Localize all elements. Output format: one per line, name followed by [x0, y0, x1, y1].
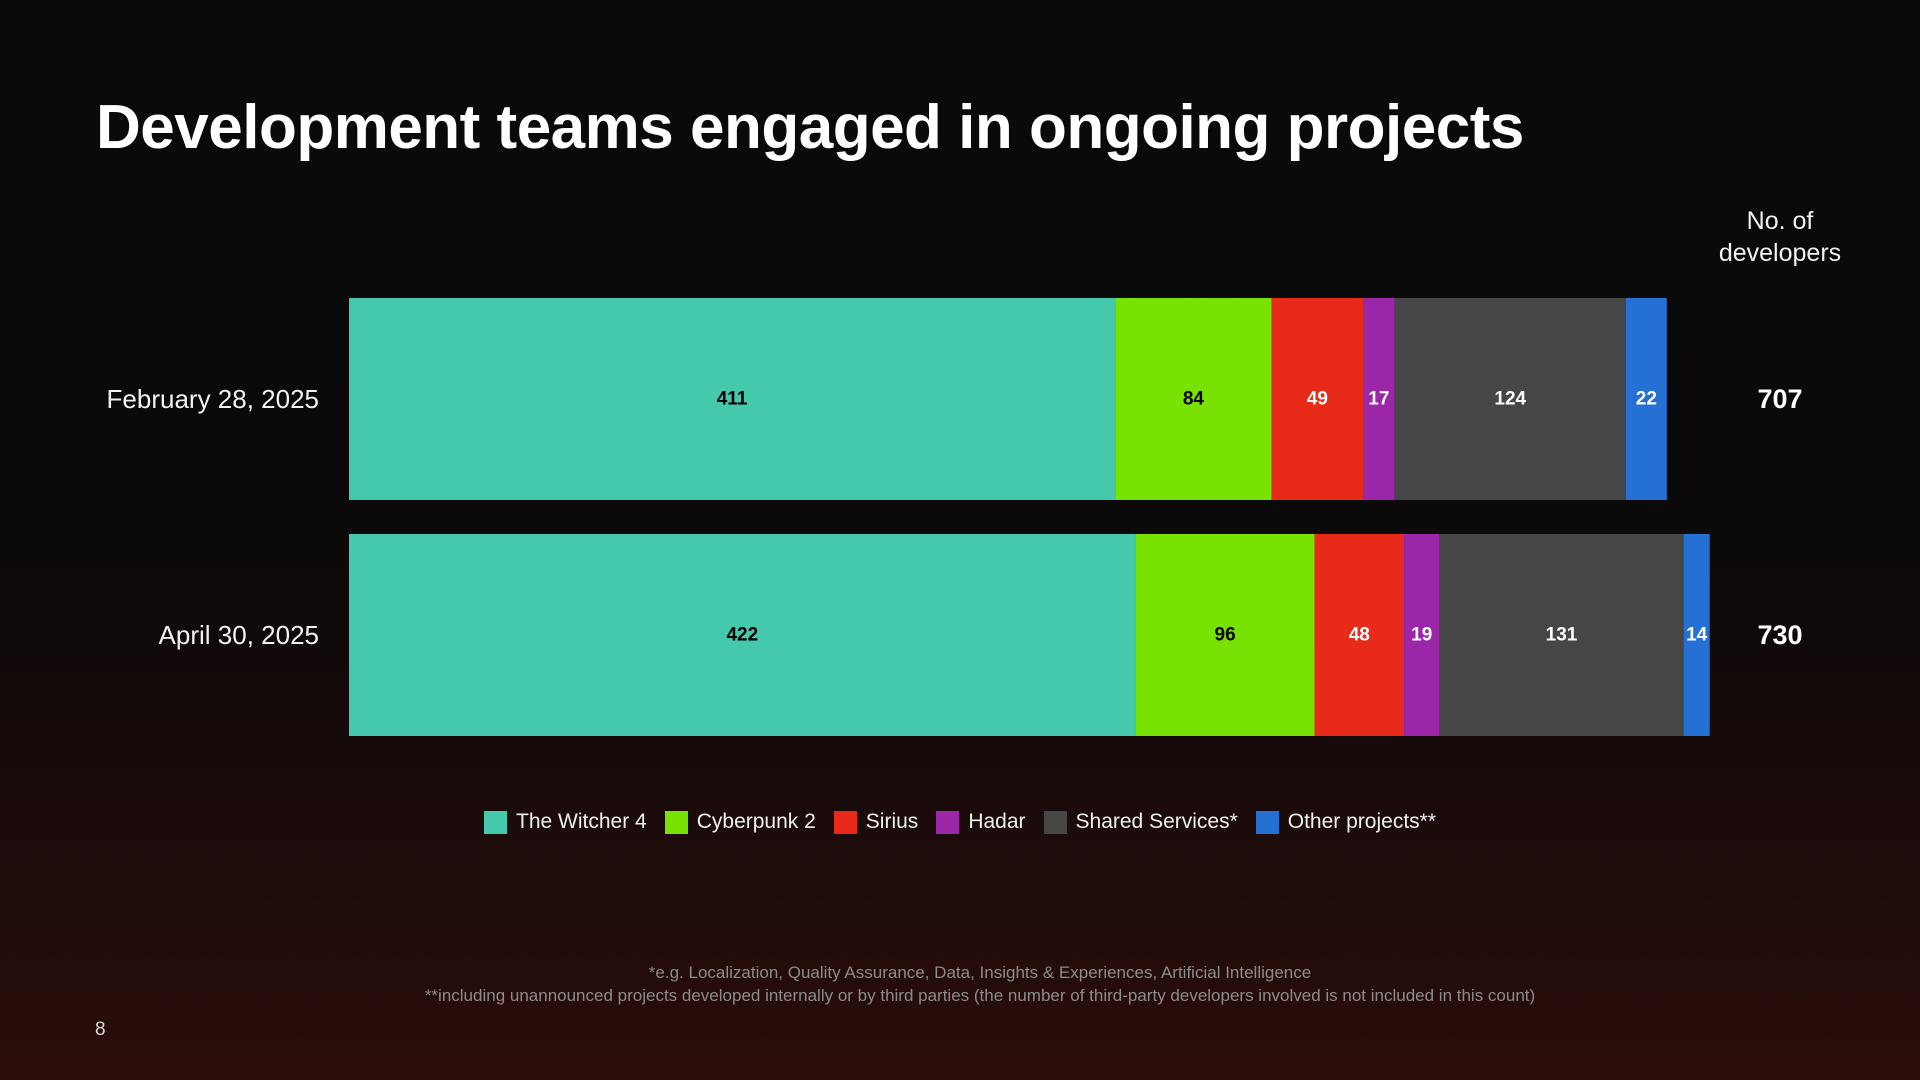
data-label-the-witcher-4-february-28-2025: 411 — [717, 389, 748, 410]
legend-swatch-the-witcher-4 — [484, 810, 507, 834]
page-number: 8 — [95, 1019, 106, 1040]
total-label-february-28-2025: 707 — [1757, 384, 1802, 414]
footnotes: *e.g. Localization, Quality Assurance, D… — [0, 961, 1920, 1007]
page-title: Development teams engaged in ongoing pro… — [96, 93, 1524, 162]
bar-segment-other-projects-february-28-2025 — [1625, 298, 1667, 500]
legend-label-the-witcher-4: The Witcher 4 — [516, 810, 647, 833]
bar-segment-sirius-february-28-2025 — [1271, 298, 1364, 500]
data-label-hadar-april-30-2025: 19 — [1411, 625, 1432, 646]
legend-swatch-cyberpunk-2 — [664, 810, 688, 834]
totals-header-line-2: developers — [1718, 239, 1842, 267]
legend-label-shared-services: Shared Services* — [1075, 810, 1238, 833]
category-label-april-30-2025: April 30, 2025 — [159, 620, 319, 650]
data-label-cyberpunk-2-april-30-2025: 96 — [1215, 625, 1236, 646]
data-label-other-projects-february-28-2025: 22 — [1636, 389, 1657, 410]
totals-header-line-1: No. of — [1746, 207, 1814, 235]
legend-swatch-sirius — [833, 810, 857, 834]
bar-segment-hadar-february-28-2025 — [1363, 298, 1395, 500]
data-label-cyberpunk-2-february-28-2025: 84 — [1183, 389, 1205, 410]
legend-label-sirius: Sirius — [865, 810, 919, 833]
legend-item-sirius: Sirius — [833, 810, 919, 834]
data-label-other-projects-april-30-2025: 14 — [1686, 625, 1708, 646]
total-label-april-30-2025: 730 — [1757, 620, 1802, 650]
data-label-sirius-february-28-2025: 49 — [1307, 389, 1328, 410]
legend-label-cyberpunk-2: Cyberpunk 2 — [696, 810, 816, 833]
bar-segment-shared-services-february-28-2025 — [1394, 298, 1626, 500]
chart-legend: The Witcher 4 Cyberpunk 2 Sirius Hadar Share… — [0, 810, 1920, 834]
category-label-february-28-2025: February 28, 2025 — [107, 384, 319, 414]
legend-item-cyberpunk-2: Cyberpunk 2 — [664, 810, 816, 834]
legend-item-shared-services: Shared Services* — [1043, 810, 1238, 834]
data-label-hadar-february-28-2025: 17 — [1368, 389, 1389, 410]
footnote-other-projects: **including unannounced projects develop… — [424, 986, 1536, 1005]
legend-item-the-witcher-4: The Witcher 4 — [484, 810, 647, 834]
bar-segment-cyberpunk-2-february-28-2025 — [1115, 298, 1272, 500]
legend-label-hadar: Hadar — [968, 810, 1026, 833]
bar-segment-the-witcher-4-february-28-2025 — [349, 298, 1116, 500]
legend-swatch-shared-services — [1043, 810, 1067, 834]
data-label-shared-services-april-30-2025: 131 — [1546, 625, 1578, 646]
legend-swatch-other-projects — [1255, 810, 1279, 834]
bar-segment-hadar-april-30-2025 — [1404, 534, 1440, 736]
bar-segment-cyberpunk-2-april-30-2025 — [1135, 534, 1315, 736]
legend-item-hadar: Hadar — [936, 810, 1026, 834]
legend-item-other-projects: Other projects** — [1255, 810, 1436, 834]
bar-segment-shared-services-april-30-2025 — [1439, 534, 1684, 736]
footnote-shared-services: *e.g. Localization, Quality Assurance, D… — [648, 963, 1312, 982]
bar-segment-sirius-april-30-2025 — [1314, 534, 1405, 736]
totals-column-header: No. of developers — [1700, 205, 1860, 269]
data-label-sirius-april-30-2025: 48 — [1349, 625, 1370, 646]
stacked-bar-chart: February 28, 2025 411 84 49 17 124 22 707 April … — [106, 298, 1802, 736]
legend-label-other-projects: Other projects** — [1287, 810, 1436, 833]
legend-swatch-hadar — [936, 810, 960, 834]
data-label-shared-services-february-28-2025: 124 — [1494, 389, 1526, 410]
bar-segment-other-projects-april-30-2025 — [1683, 534, 1710, 736]
bar-segment-the-witcher-4-april-30-2025 — [349, 534, 1136, 736]
data-label-the-witcher-4-april-30-2025: 422 — [726, 625, 758, 646]
